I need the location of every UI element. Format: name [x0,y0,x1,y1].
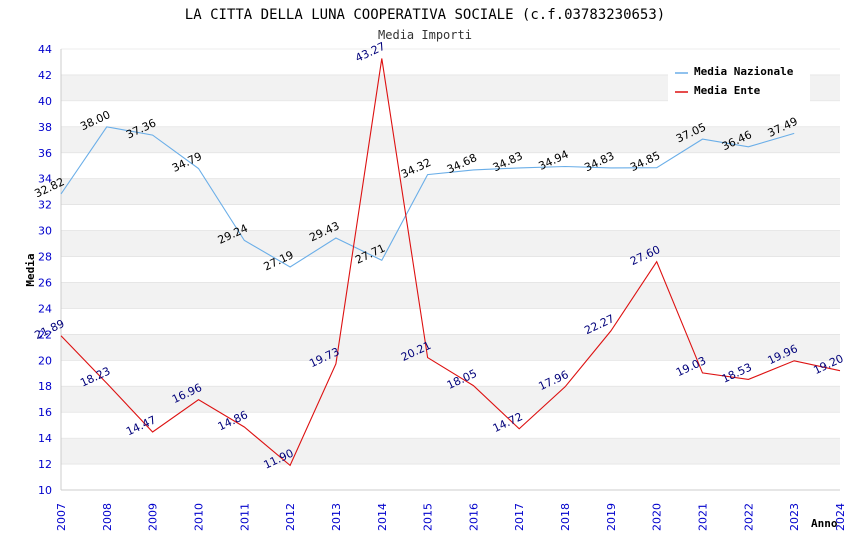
x-tick-label: 2021 [697,503,710,531]
y-tick-label: 26 [38,276,52,289]
legend: Media Nazionale Media Ente [668,61,810,103]
data-label-media-nazionale: 34.32 [399,156,433,181]
x-tick-label: 2015 [422,503,435,531]
x-tick-label: 2009 [147,503,160,531]
grid-band [61,178,840,205]
data-label-media-nazionale: 34.79 [170,150,204,175]
x-tick-label: 2023 [788,503,801,531]
y-tick-label: 34 [38,173,52,186]
x-tick-label: 2019 [605,503,618,531]
x-tick-label: 2012 [284,503,297,531]
y-tick-label: 32 [38,199,52,212]
x-tick-label: 2018 [559,503,572,531]
y-tick-label: 18 [38,380,52,393]
y-tick-label: 44 [38,43,52,56]
y-tick-label: 20 [38,354,52,367]
grid-band [61,230,840,257]
y-tick-label: 36 [38,147,52,160]
x-tick-label: 2011 [238,503,251,531]
legend-box [668,61,810,103]
y-tick-label: 42 [38,69,52,82]
grid-bands [60,48,840,491]
grid-band [61,386,840,413]
x-tick-label: 2017 [513,503,526,531]
x-tick-label: 2016 [467,503,480,531]
y-tick-label: 16 [38,406,52,419]
y-tick-label: 40 [38,95,52,108]
tick-labels: 1012141618202224262830323436384042442007… [38,43,847,531]
legend-label-media-ente: Media Ente [694,84,761,97]
data-label-media-ente: 18.53 [720,361,754,386]
x-tick-label: 2014 [376,503,389,531]
data-label-media-ente: 14.72 [491,410,525,435]
y-tick-label: 28 [38,251,52,264]
data-label-media-ente: 14.47 [124,413,158,438]
x-tick-label: 2010 [192,503,205,531]
data-label-media-nazionale: 34.68 [445,151,479,176]
y-tick-label: 22 [38,328,52,341]
y-tick-label: 10 [38,484,52,497]
grid-band [61,282,840,309]
legend-label-media-nazionale: Media Nazionale [694,65,794,78]
x-axis-label: Anno [811,517,838,530]
x-tick-label: 2024 [834,503,847,531]
x-tick-label: 2020 [651,503,664,531]
grid-band [61,334,840,361]
grid-band [61,126,840,153]
chart-title: LA CITTA DELLA LUNA COOPERATIVA SOCIALE … [185,7,665,23]
x-tick-label: 2022 [742,503,755,531]
y-tick-label: 24 [38,302,52,315]
series-lines [60,58,841,467]
series-line-media-ente [60,58,841,467]
x-tick-label: 2007 [55,503,68,531]
x-tick-label: 2008 [101,503,114,531]
y-tick-label: 14 [38,432,52,445]
series-line-media-nazionale [60,126,795,268]
data-label-media-ente: 18.23 [78,365,112,390]
y-axis-label: Media [24,253,37,286]
x-tick-label: 2013 [330,503,343,531]
y-tick-label: 38 [38,121,52,134]
y-tick-label: 12 [38,458,52,471]
y-tick-label: 30 [38,225,52,238]
grid-band [61,438,840,465]
data-label-media-ente: 22.27 [582,312,616,337]
chart-subtitle: Media Importi [378,28,472,42]
